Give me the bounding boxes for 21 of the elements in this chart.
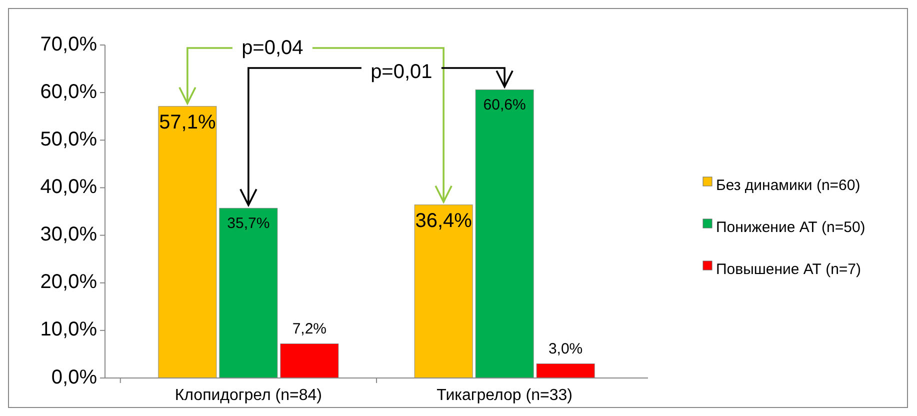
x-tick-label: Тикагрелор (n=33) <box>436 387 572 404</box>
data-label: 35,7% <box>227 215 270 232</box>
x-tick-label: Клопидогрел (n=84) <box>174 387 322 404</box>
data-label: 36,4% <box>415 210 472 232</box>
annotation: p=0,01 <box>370 61 432 83</box>
legend-label: Без динамики (n=60) <box>716 176 860 194</box>
y-tick-label: 30,0% <box>40 224 98 246</box>
y-tick-label: 50,0% <box>40 128 98 150</box>
data-label: 60,6% <box>483 96 526 114</box>
annotation: p=0,04 <box>242 37 304 59</box>
data-label: 7,2% <box>292 320 327 338</box>
y-tick-label: 10,0% <box>40 318 98 341</box>
legend-label: Понижение АТ (n=50) <box>716 218 866 236</box>
y-tick-label: 60,0% <box>40 80 98 103</box>
data-label: 3,0% <box>548 340 583 358</box>
data-label: 57,1% <box>159 111 216 134</box>
y-tick-label: 0,0% <box>51 366 98 388</box>
legend-label: Повышение АТ (n=7) <box>716 260 862 278</box>
y-tick-label: 70,0% <box>40 33 98 56</box>
y-tick-label: 20,0% <box>40 271 98 294</box>
y-tick-label: 40,0% <box>40 176 98 198</box>
